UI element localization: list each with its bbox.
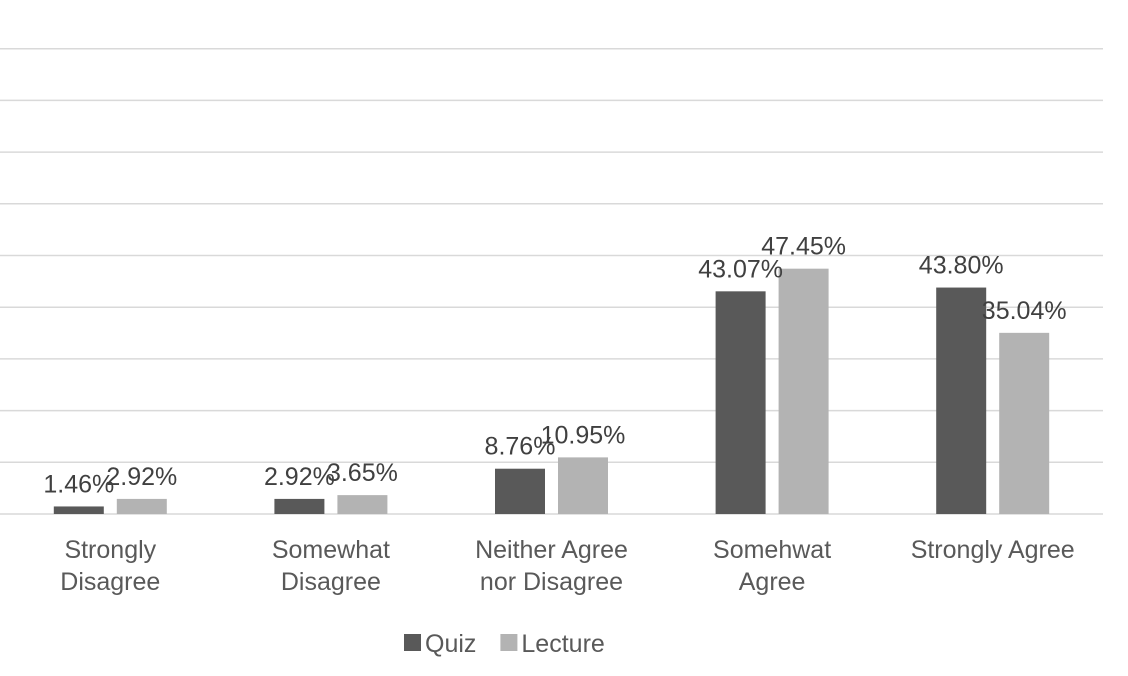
data-label-quiz-0: 1.46% [43,470,114,498]
category-label-4: Strongly Agree [911,536,1075,564]
category-labels: Strongly Disagree Somewhat Disagree Neither … [60,536,1074,596]
data-label-lecture-1: 3.65% [327,459,398,487]
category-label-line: Somehwat [713,536,831,564]
bars [53,268,1050,514]
bar-quiz-0 [53,506,104,514]
category-label-line: Somewhat [272,536,390,564]
data-label-quiz-3: 43.07% [698,255,783,283]
bar-lecture-2 [558,457,608,514]
data-label-lecture-0: 2.92% [106,463,177,491]
category-label-line: Neither Agree [475,536,628,564]
gridlines [0,47,1103,515]
bar-lecture-4 [999,332,1050,514]
category-label-line: Strongly Agree [911,536,1075,564]
bar-quiz-1 [274,498,325,514]
legend: Quiz Lecture [404,630,605,658]
category-label-2: Neither Agree nor Disagree [475,536,628,596]
data-label-quiz-4: 43.80% [919,252,1004,280]
bar-quiz-4 [936,287,987,514]
legend-swatch-quiz [404,634,421,651]
category-label-line: Disagree [281,568,381,596]
category-label-line: Agree [739,568,806,596]
data-label-lecture-2: 10.95% [541,421,626,449]
legend-label-quiz: Quiz [425,630,476,658]
bar-quiz-2 [495,468,545,514]
legend-label-lecture: Lecture [521,630,604,658]
data-label-quiz-1: 2.92% [264,463,335,491]
category-label-1: Somewhat Disagree [272,536,390,596]
bar-lecture-1 [337,495,388,514]
category-label-line: nor Disagree [480,568,623,596]
bar-lecture-0 [116,498,167,514]
category-label-3: Somehwat Agree [713,536,831,596]
category-label-line: Disagree [60,568,160,596]
bar-quiz-3 [715,291,766,514]
category-label-line: Strongly [64,536,156,564]
data-label-lecture-3: 47.45% [761,233,846,261]
category-label-0: Strongly Disagree [60,536,160,596]
bar-lecture-3 [778,268,829,514]
legend-swatch-lecture [500,634,518,651]
data-label-quiz-2: 8.76% [485,433,556,461]
data-labels: 1.46% 2.92%8.76%43.07% 43.80%2.92% 3.65%10.… [43,233,1066,499]
data-label-lecture-4: 35.04% [982,297,1067,325]
